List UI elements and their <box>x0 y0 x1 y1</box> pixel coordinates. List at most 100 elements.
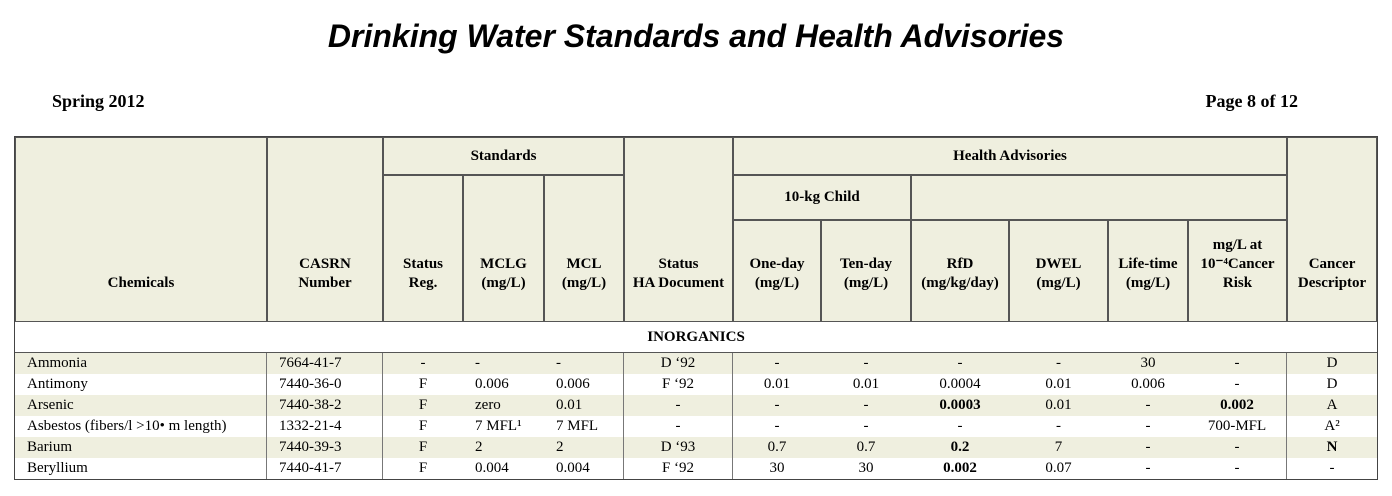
table-cell: - <box>1188 374 1288 395</box>
table-cell: F ‘92 <box>624 374 733 395</box>
table-cell: D <box>1287 353 1378 374</box>
table-cell: 2 <box>544 437 624 458</box>
table-cell: 7440-36-0 <box>267 374 383 395</box>
table-cell: 0.7 <box>733 437 821 458</box>
table-cell: 30 <box>769 460 785 476</box>
table-row: Antimony 7440-36-0 F 0.006 0.006 F ‘92 0.01 0.0… <box>15 374 1377 395</box>
table-cell: N <box>1287 437 1378 458</box>
column-header: DWEL (mg/L) <box>1009 220 1108 322</box>
column-header: CASRN Number <box>267 137 383 322</box>
table-cell: F ‘92 <box>624 458 733 479</box>
table-cell: - <box>383 353 463 374</box>
table-cell: - <box>733 353 821 374</box>
table-cell: 7440-39-3 <box>267 437 383 458</box>
column-header: mg/L at 10⁻⁴Cancer Risk <box>1188 220 1288 322</box>
table-cell: A² <box>1324 418 1340 434</box>
table-cell: 0.006 <box>1131 376 1165 392</box>
column-header: One-day (mg/L) <box>733 220 821 322</box>
table-cell: 7 <box>1009 437 1108 458</box>
table-cell: 7440-38-2 <box>267 395 383 416</box>
table-cell: 0.01 <box>852 376 880 392</box>
table-cell: 30 <box>858 460 874 476</box>
table-cell: Arsenic <box>15 395 267 416</box>
edition: Spring 2012 <box>52 91 145 111</box>
table-cell: D <box>1326 376 1338 392</box>
table-cell: 700-MFL <box>1188 416 1288 437</box>
table-cell: 0.0003 <box>911 395 1009 416</box>
column-header: MCLG (mg/L) <box>463 175 544 322</box>
table-cell: F <box>418 376 428 392</box>
column-header: Chemicals <box>15 137 267 322</box>
table-cell: 0.01 <box>763 376 791 392</box>
table-cell: - <box>1009 353 1108 374</box>
table-cell: - <box>957 418 963 434</box>
column-header: Ten-day (mg/L) <box>821 220 911 322</box>
column-header: RfD (mg/kg/day) <box>911 220 1009 322</box>
table-cell: - <box>911 353 1009 374</box>
table-cell: 0.004 <box>544 458 624 479</box>
table-cell: - <box>1056 418 1061 434</box>
table-cell: F <box>383 437 463 458</box>
table-cell: 0.004 <box>475 460 509 476</box>
table: Chemicals CASRN Number Standards Status … <box>14 136 1379 480</box>
group-header: Health Advisories <box>733 137 1288 175</box>
table-cell: 7664-41-7 <box>267 353 383 374</box>
table-cell: A <box>1287 395 1378 416</box>
table-cell: - <box>1145 418 1151 434</box>
table-cell: - <box>1188 353 1288 374</box>
table-cell: - <box>463 353 544 374</box>
table-cell: zero <box>463 395 544 416</box>
table-cell: 7 MFL <box>544 416 624 437</box>
table-cell: - <box>774 418 780 434</box>
table-cell: F <box>418 460 428 476</box>
table-cell: 0.01 <box>1009 395 1108 416</box>
table-cell: 0.7 <box>821 437 911 458</box>
table-cell: - <box>1108 395 1188 416</box>
table-row: Barium 7440-39-3 F 2 2 D ‘93 0.7 0.7 0.2 7- - N <box>15 437 1378 458</box>
table-cell: 0.002 <box>943 460 977 476</box>
table-cell: Barium <box>15 437 267 458</box>
table-cell: F <box>418 418 428 434</box>
group-header: 10-kg Child <box>733 175 911 220</box>
table-cell: - <box>624 416 733 437</box>
table-cell: 1332-21-4 <box>267 416 383 437</box>
table-row: Beryllium 7440-41-7 F 0.004 0.004 F ‘92 30 30 0.… <box>15 458 1377 479</box>
table-row: Ammonia 7664-41-7- - - D ‘92- - - -30- D <box>15 353 1378 374</box>
table-cell: 0.07 <box>1045 460 1072 476</box>
table-cell: 7 MFL¹ <box>475 418 522 434</box>
title: Drinking Water Standards and Health Advi… <box>327 18 1065 54</box>
table-cell: 0.002 <box>1188 395 1288 416</box>
table-cell: - <box>1108 437 1188 458</box>
column-header: Status HA Document <box>624 137 733 322</box>
blank-header <box>911 175 1288 220</box>
table-cell: - <box>1188 458 1288 479</box>
table-cell: 0.006 <box>475 376 509 392</box>
table-cell: - <box>1145 460 1151 476</box>
column-header: Status Reg. <box>383 175 463 322</box>
column-header: Life-time (mg/L) <box>1108 220 1188 322</box>
group-header: Standards <box>383 137 624 175</box>
table-cell: - <box>544 353 624 374</box>
table-cell: 0.01 <box>544 395 624 416</box>
table-cell: 0.0004 <box>939 376 981 392</box>
table-cell: F <box>383 395 463 416</box>
table-body: INORGANICS Ammonia 7664-41-7- - - D ‘92- - - -3… <box>15 322 1378 479</box>
table-cell: Antimony <box>15 374 267 395</box>
table-cell: - <box>821 395 911 416</box>
table-cell: Beryllium <box>15 458 267 479</box>
table-cell: 0.2 <box>911 437 1009 458</box>
table-cell: 30 <box>1108 353 1188 374</box>
table-cell: 7440-41-7 <box>267 458 383 479</box>
table-cell: Asbestos (fibers/l >10• m length) <box>15 416 267 437</box>
table-cell: Ammonia <box>15 353 267 374</box>
table-row: Asbestos (fibers/l >10• m length) 1332-21… <box>15 416 1377 437</box>
table-cell: D ‘92 <box>624 353 733 374</box>
table-cell: 0.01 <box>1045 376 1072 392</box>
table-cell: - <box>733 395 821 416</box>
table-cell: - <box>1188 437 1288 458</box>
table-cell: - <box>821 353 911 374</box>
table-cell: 2 <box>463 437 544 458</box>
column-header: Cancer Descriptor <box>1287 137 1378 322</box>
